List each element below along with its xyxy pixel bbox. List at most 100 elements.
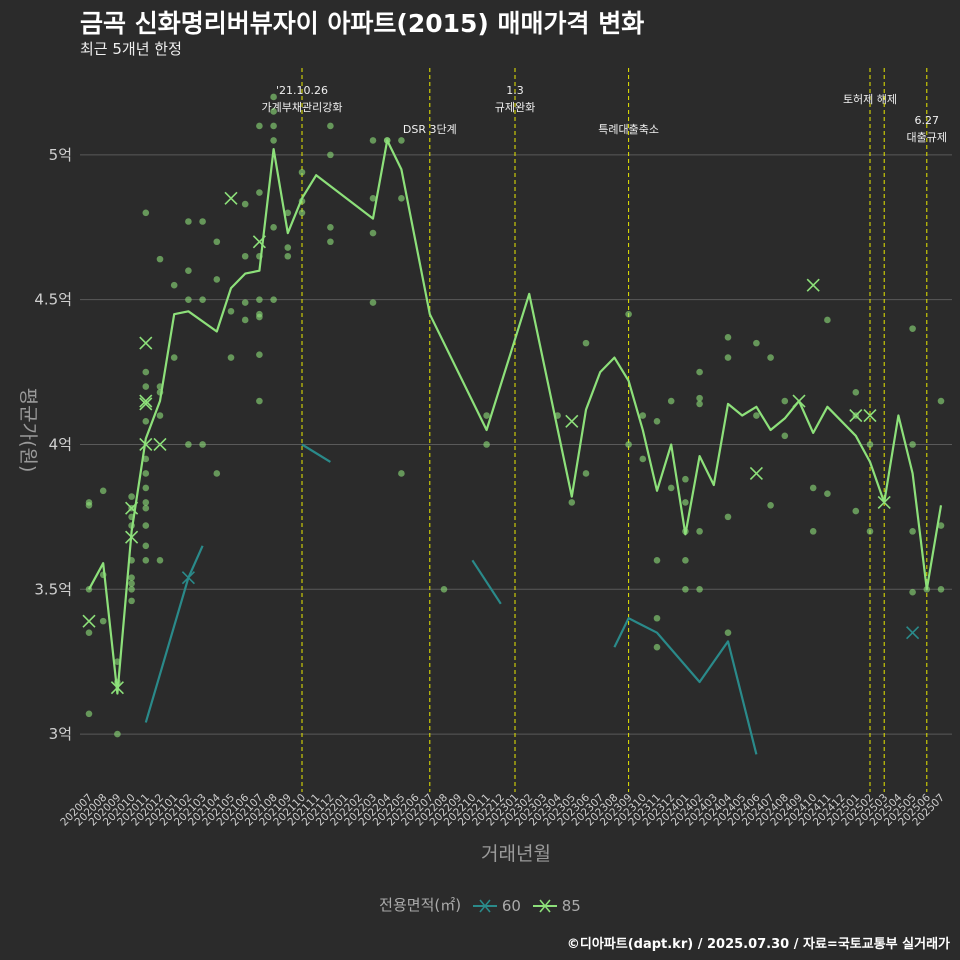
cross-marker-85 bbox=[252, 235, 266, 249]
series-60-line bbox=[613, 617, 758, 755]
transaction-point bbox=[298, 168, 306, 176]
transaction-point bbox=[199, 441, 206, 448]
transaction-point bbox=[256, 189, 263, 196]
cross-marker-85 bbox=[110, 681, 124, 695]
transaction-point bbox=[241, 316, 249, 324]
legend-label-60: 60 bbox=[501, 896, 521, 915]
transaction-point bbox=[170, 354, 178, 361]
transaction-point bbox=[241, 299, 249, 306]
event-label: 6.27 bbox=[915, 114, 940, 127]
axis-labels: 거래년월 평균가(원) bbox=[17, 388, 551, 865]
transaction-point bbox=[767, 354, 774, 361]
transaction-point bbox=[185, 218, 192, 225]
transaction-point bbox=[639, 455, 647, 463]
transaction-point bbox=[398, 195, 405, 202]
cross-marker-85 bbox=[82, 614, 96, 628]
source-caption: ©디아파트(dapt.kr) / 2025.07.30 / 자료=국토교통부 실… bbox=[566, 937, 950, 952]
transaction-point bbox=[937, 397, 945, 405]
transaction-point bbox=[284, 209, 292, 217]
transaction-point bbox=[327, 151, 334, 159]
transaction-point bbox=[327, 223, 334, 231]
transaction-point bbox=[227, 307, 235, 315]
cross-marker-85 bbox=[863, 408, 877, 423]
transaction-point bbox=[142, 484, 150, 492]
transaction-point bbox=[724, 629, 732, 637]
y-axis-ticks: 3억 3.5억 4억 4.5억 5억 bbox=[34, 146, 72, 743]
cross-marker-85 bbox=[139, 336, 153, 350]
transaction-point bbox=[625, 441, 632, 448]
transaction-point bbox=[582, 470, 590, 477]
transaction-point bbox=[781, 397, 789, 405]
series-60-line bbox=[471, 559, 502, 605]
transaction-point bbox=[483, 412, 490, 419]
transaction-point bbox=[128, 493, 135, 500]
cross-marker-85 bbox=[139, 394, 153, 408]
transaction-point bbox=[582, 339, 590, 347]
transaction-point bbox=[241, 200, 249, 208]
transaction-point bbox=[156, 255, 164, 263]
legend-item-85: 85 bbox=[532, 896, 581, 915]
transaction-point bbox=[284, 244, 292, 251]
transaction-point bbox=[142, 499, 150, 506]
transaction-point bbox=[824, 490, 831, 498]
transaction-point bbox=[809, 528, 817, 535]
y-axis-label: 평균가(원) bbox=[17, 388, 39, 473]
transaction-point bbox=[398, 137, 405, 144]
cross-marker-60 bbox=[181, 571, 195, 585]
x-axis-label: 거래년월 bbox=[481, 843, 551, 865]
event-label: 특례대출축소 bbox=[598, 123, 659, 136]
transaction-point bbox=[937, 522, 945, 529]
transaction-point bbox=[696, 368, 703, 376]
y-tick-label: 4.5억 bbox=[34, 291, 72, 309]
cross-marker-85 bbox=[565, 414, 579, 428]
transaction-point bbox=[909, 528, 916, 535]
cross-marker-85 bbox=[806, 278, 820, 292]
cross-marker-85 bbox=[877, 495, 891, 509]
transaction-point bbox=[270, 296, 277, 303]
transaction-point bbox=[753, 412, 760, 419]
transaction-point bbox=[128, 585, 135, 593]
transaction-point bbox=[852, 389, 860, 396]
chart-title: 금곡 신화명리버뷰자이 아파트(2015) 매매가격 변화 bbox=[80, 9, 645, 38]
transaction-point bbox=[170, 281, 178, 289]
transaction-point bbox=[866, 441, 874, 448]
event-label: 토허제 해제 bbox=[843, 92, 897, 106]
transaction-point bbox=[256, 351, 263, 359]
series-85-line bbox=[88, 139, 943, 695]
transaction-point bbox=[241, 252, 249, 260]
cross-marker-60 bbox=[906, 626, 920, 640]
legend-label-85: 85 bbox=[561, 896, 581, 915]
transaction-point bbox=[767, 501, 774, 509]
transaction-point bbox=[781, 432, 789, 440]
transaction-point bbox=[128, 597, 135, 605]
transaction-point bbox=[682, 557, 689, 564]
transaction-point bbox=[667, 397, 675, 405]
transaction-point bbox=[682, 499, 689, 506]
cross-marker-85 bbox=[139, 397, 153, 411]
transaction-point bbox=[369, 229, 377, 237]
transaction-point bbox=[667, 484, 675, 492]
transaction-point bbox=[213, 470, 221, 477]
transaction-point bbox=[142, 470, 150, 477]
transaction-point bbox=[185, 441, 192, 448]
transaction-point bbox=[99, 617, 107, 625]
transaction-point bbox=[85, 501, 93, 509]
transaction-point bbox=[213, 276, 221, 283]
transaction-point bbox=[142, 368, 150, 376]
y-tick-label: 3억 bbox=[49, 725, 72, 743]
transaction-point bbox=[142, 209, 150, 217]
transaction-point bbox=[753, 339, 760, 347]
transaction-point bbox=[142, 542, 150, 550]
transaction-point bbox=[142, 418, 150, 425]
transaction-point bbox=[114, 730, 121, 738]
transaction-point bbox=[724, 513, 732, 521]
transaction-point bbox=[809, 484, 817, 492]
transaction-point bbox=[937, 585, 945, 593]
transaction-point bbox=[327, 238, 334, 246]
cross-marker-85 bbox=[792, 394, 806, 408]
transaction-point bbox=[327, 122, 334, 130]
transaction-point bbox=[256, 296, 263, 303]
cross-marker-85 bbox=[125, 501, 139, 515]
transaction-point bbox=[483, 441, 490, 448]
